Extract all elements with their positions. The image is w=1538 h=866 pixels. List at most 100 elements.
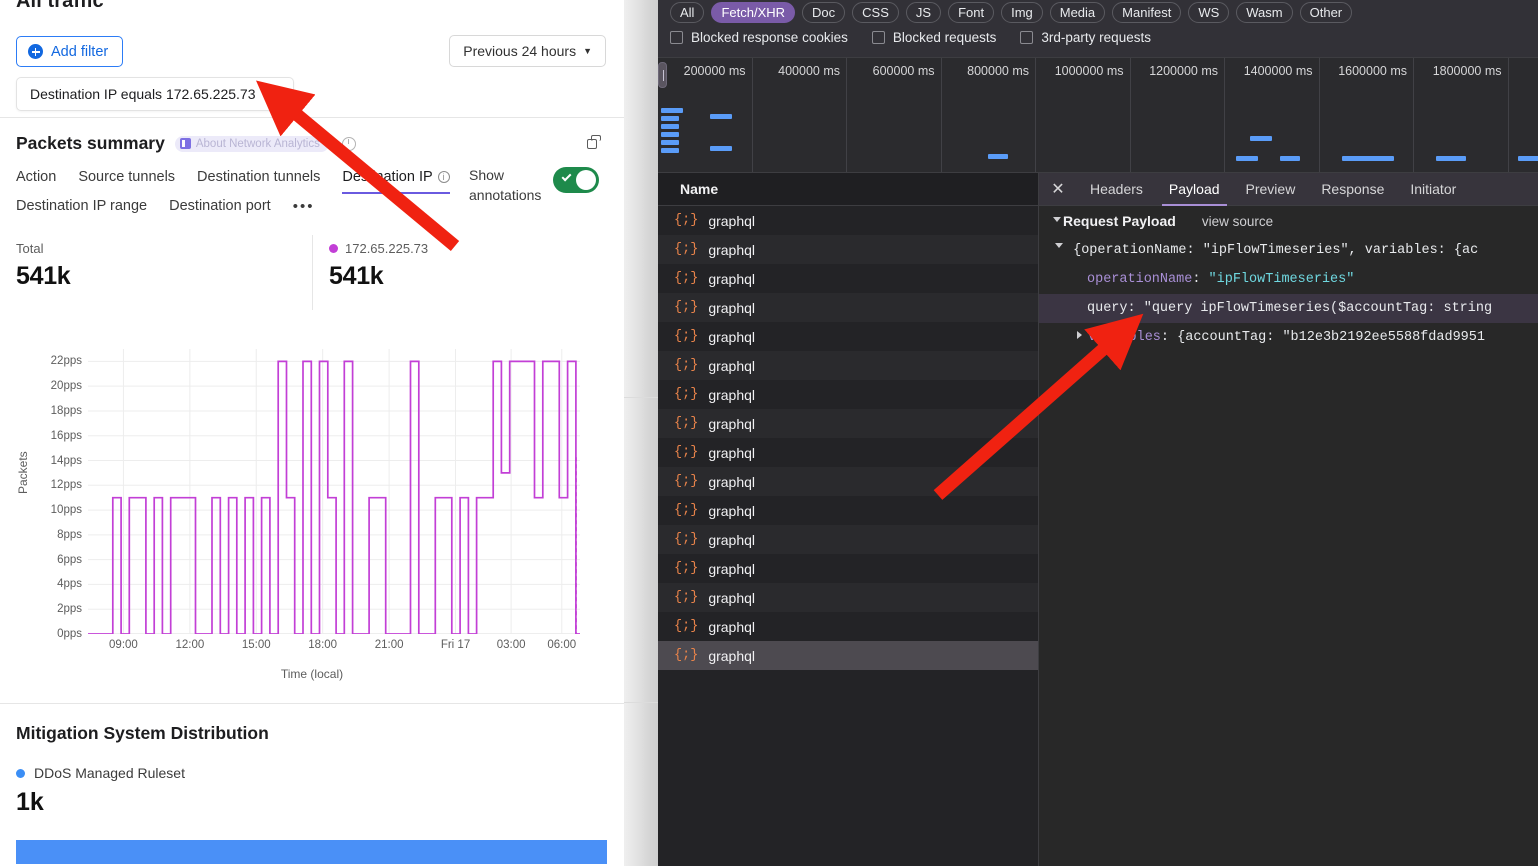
request-row[interactable]: {;} graphql (658, 380, 1038, 409)
packets-summary-title: Packets summary (16, 133, 165, 153)
x-tick: 21:00 (374, 639, 404, 651)
packets-summary-card: Packets summary About Network Analytics … (0, 119, 624, 704)
request-row[interactable]: {;} graphql (658, 293, 1038, 322)
checkbox-icon[interactable] (1020, 31, 1034, 44)
request-row[interactable]: {;} graphql (658, 612, 1038, 641)
show-annotations-toggle[interactable] (553, 167, 599, 193)
resource-filter-js[interactable]: JS (905, 2, 942, 23)
close-icon[interactable]: ✕ (1051, 181, 1065, 198)
request-row[interactable]: {;} graphql (658, 235, 1038, 264)
tab-preview[interactable]: Preview (1245, 180, 1296, 197)
request-row[interactable]: {;} graphql (658, 409, 1038, 438)
resource-filter-ws[interactable]: WS (1188, 2, 1230, 23)
tab-destination-ip-label: Destination IP (342, 169, 433, 185)
tab-initiator[interactable]: Initiator (1410, 180, 1457, 197)
tab-payload[interactable]: Payload (1156, 173, 1233, 206)
checkbox-blocked-requests[interactable]: Blocked requests (871, 30, 996, 45)
timeline-left-handle[interactable] (658, 62, 667, 88)
plus-icon (28, 44, 43, 59)
packets-summary-header: Packets summary About Network Analytics (16, 133, 356, 154)
checkbox-icon[interactable] (871, 31, 885, 44)
request-name: graphql (708, 589, 756, 606)
request-name: graphql (708, 618, 756, 635)
devtools-filter-bar: All Fetch/XHR Doc CSS JS Font Img Media Manifest… (658, 0, 1538, 58)
payload-line-variables[interactable]: variables: {accountTag: "b12e3b2192ee558… (1039, 323, 1538, 352)
chevron-right-icon[interactable] (1077, 331, 1082, 339)
info-icon[interactable]: i (437, 171, 450, 183)
add-filter-label: Add filter (51, 43, 109, 60)
request-name: graphql (708, 299, 756, 316)
filter-chip-destination-ip[interactable]: Destination IP equals 172.65.225.73 ✕ (16, 77, 295, 111)
resource-filter-img[interactable]: Img (1001, 2, 1043, 23)
payload-line-operation-name[interactable]: operationName: "ipFlowTimeseries" (1087, 272, 1355, 287)
detail-tab-bar: ✕ Headers Payload Preview Response Initi… (1039, 173, 1538, 206)
request-row[interactable]: {;} graphql (658, 554, 1038, 583)
tab-destination-port[interactable]: Destination port (169, 198, 271, 214)
tab-headers[interactable]: Headers (1090, 180, 1143, 197)
more-dimensions-button[interactable]: ••• (292, 198, 315, 215)
resource-type-filters: All Fetch/XHR Doc CSS JS Font Img Media Manifest… (670, 2, 1353, 23)
request-name: graphql (708, 473, 756, 490)
tab-source-tunnels[interactable]: Source tunnels (78, 169, 176, 185)
mitigation-bar[interactable] (16, 840, 607, 864)
resource-filter-media[interactable]: Media (1049, 2, 1106, 23)
chevron-down-icon[interactable] (1055, 243, 1063, 252)
request-row[interactable]: {;} graphql (658, 351, 1038, 380)
tab-destination-tunnels[interactable]: Destination tunnels (197, 169, 321, 185)
payload-root-line[interactable]: {operationName: "ipFlowTimeseries", vari… (1039, 236, 1538, 265)
time-range-dropdown[interactable]: Previous 24 hours ▼ (449, 35, 606, 67)
view-source-link[interactable]: view source (1201, 213, 1274, 229)
request-row[interactable]: {;} graphql (658, 641, 1038, 670)
resource-filter-all[interactable]: All (670, 2, 705, 23)
check-icon (561, 171, 572, 182)
checkbox-3rd-party-requests[interactable]: 3rd-party requests (1020, 30, 1151, 45)
resource-filter-wasm[interactable]: Wasm (1236, 2, 1293, 23)
request-row[interactable]: {;} graphql (658, 438, 1038, 467)
x-tick: 03:00 (496, 639, 526, 651)
add-filter-button[interactable]: Add filter (16, 36, 124, 67)
tab-destination-ip-range[interactable]: Destination IP range (16, 198, 148, 214)
request-payload-section-header[interactable]: Request Payload view source (1039, 206, 1538, 236)
request-name: graphql (708, 386, 756, 403)
packets-timeseries-chart[interactable]: Packets 0pps 2pps 4pps 6pps 8pps 10pps 12pps 14… (0, 349, 624, 699)
about-network-analytics-badge[interactable]: About Network Analytics (174, 135, 329, 152)
resource-filter-font[interactable]: Font (948, 2, 995, 23)
x-tick: 12:00 (175, 639, 205, 651)
close-icon[interactable]: ✕ (267, 83, 284, 105)
checkbox-icon[interactable] (670, 31, 683, 44)
request-row[interactable]: {;} graphql (658, 206, 1038, 235)
y-tick: 22pps (50, 355, 82, 368)
resource-filter-css[interactable]: CSS (852, 2, 899, 23)
request-detail-panel: ✕ Headers Payload Preview Response Initi… (1038, 173, 1538, 866)
request-row[interactable]: {;} graphql (658, 322, 1038, 351)
x-tick: 18:00 (308, 639, 338, 651)
checkbox-blocked-response-cookies[interactable]: Blocked response cookies (670, 30, 848, 45)
resource-filter-fetch-xhr[interactable]: Fetch/XHR (711, 2, 796, 23)
expand-icon[interactable] (587, 135, 602, 150)
request-name: graphql (708, 357, 756, 374)
resource-filter-other[interactable]: Other (1299, 2, 1353, 23)
filter-chip-value: 172.65.225.73 (165, 86, 256, 102)
payload-line-query[interactable]: query: "query ipFlowTimeseries($accountT… (1039, 294, 1538, 323)
chevron-down-icon[interactable] (1053, 216, 1061, 226)
request-row[interactable]: {;} graphql (658, 467, 1038, 496)
toggle-knob (576, 170, 596, 190)
request-name: graphql (708, 647, 756, 664)
json-braces-icon: {;} (674, 242, 699, 257)
request-row[interactable]: {;} graphql (658, 583, 1038, 612)
tab-destination-ip[interactable]: Destination IP i (342, 169, 450, 194)
request-row[interactable]: {;} graphql (658, 496, 1038, 525)
series-color-dot (329, 244, 338, 253)
json-braces-icon: {;} (674, 590, 699, 605)
y-tick: 12pps (50, 479, 82, 492)
resource-filter-doc[interactable]: Doc (802, 2, 846, 23)
resource-filter-manifest[interactable]: Manifest (1112, 2, 1182, 23)
request-row[interactable]: {;} graphql (658, 525, 1038, 554)
network-overview-timeline[interactable]: 200000 ms 400000 ms 600000 ms 800000 ms 1000… (658, 58, 1538, 173)
tab-response[interactable]: Response (1321, 180, 1385, 197)
series-total-value: 541k (329, 262, 384, 290)
request-row[interactable]: {;} graphql (658, 264, 1038, 293)
y-tick: 8pps (57, 528, 82, 541)
dimension-tabs: Action Source tunnels Destination tunnel… (16, 169, 466, 218)
tab-action[interactable]: Action (16, 169, 57, 185)
